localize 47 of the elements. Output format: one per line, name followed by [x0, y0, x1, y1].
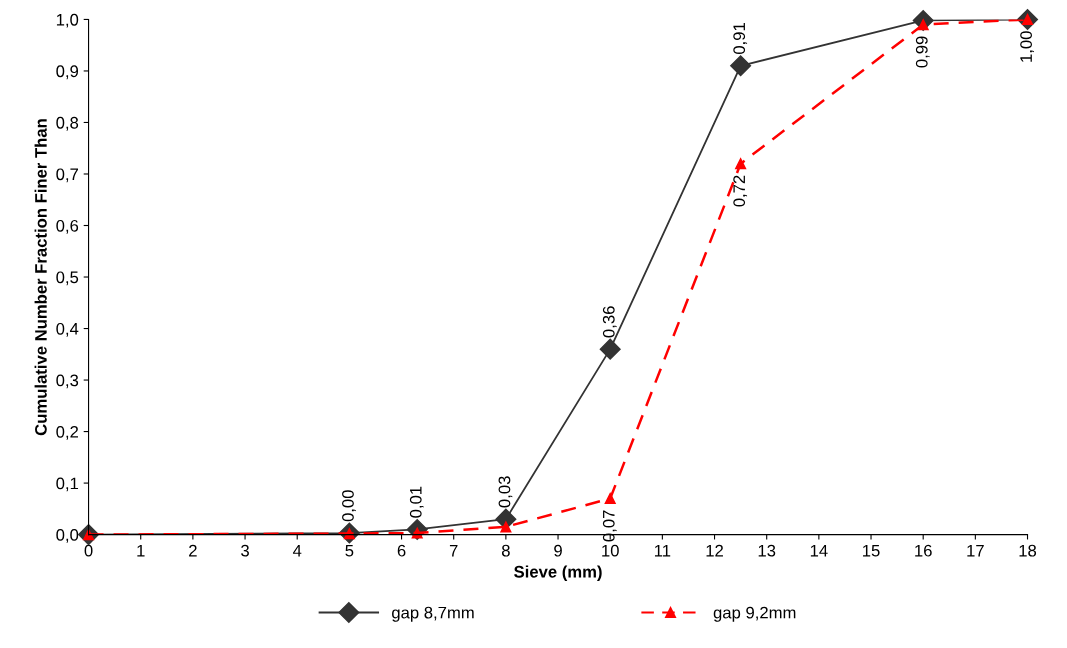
data-label: 0,99	[915, 36, 930, 68]
x-tick-label: 0	[84, 544, 93, 557]
x-tick-label: 4	[292, 544, 302, 557]
x-tick-label: 9	[554, 544, 562, 557]
data-label: 0,01	[409, 486, 424, 518]
x-tick-label: 11	[654, 544, 671, 557]
x-tick-label: 8	[501, 544, 510, 557]
point	[735, 158, 747, 170]
x-tick-label: 6	[397, 544, 406, 557]
x-tick-label: 15	[863, 544, 880, 557]
legend-label: gap 9,2mm	[713, 606, 796, 622]
y-tick-label: 0,0	[56, 529, 79, 543]
point	[604, 492, 616, 505]
y-tick-label: 0,2	[56, 425, 78, 440]
legend-label: gap 8,7mm	[392, 606, 474, 622]
x-tick-label: 12	[706, 544, 723, 557]
y-tick-label: 0,5	[56, 271, 79, 286]
x-tick-label: 5	[345, 544, 354, 557]
y-tick-label: 0,1	[56, 477, 79, 492]
y-axis-title: Cumulative Number Fraction Finer Than	[34, 119, 47, 436]
point	[730, 55, 752, 77]
y-tick-label: 0,3	[56, 374, 79, 389]
x-tick-label: 14	[810, 544, 828, 557]
x-axis-title: Sieve (mm)	[514, 565, 602, 581]
x-tick-label: 13	[758, 544, 776, 557]
x-tick-label: 16	[915, 544, 932, 557]
data-label: 0,36	[602, 306, 617, 338]
y-tick-label: 0,8	[56, 116, 79, 131]
x-tick-label: 1	[137, 544, 145, 557]
x-tick-label: 3	[241, 544, 249, 557]
data-label: 0,00	[342, 490, 356, 522]
x-tick-label: 7	[449, 544, 458, 557]
x-tick-label: 2	[189, 544, 197, 557]
y-tick-label: 1,0	[56, 13, 79, 28]
y-tick-label: 0,4	[56, 322, 79, 337]
point	[599, 338, 621, 360]
y-tick-label: 0,7	[56, 168, 78, 183]
data-label: 0,91	[733, 23, 748, 55]
data-label: 0,72	[733, 175, 748, 207]
y-tick-label: 0,6	[56, 219, 79, 234]
x-tick-label: 17	[967, 544, 984, 557]
data-label: 1,00	[1020, 31, 1034, 62]
x-tick-label: 18	[1019, 544, 1037, 557]
point	[500, 521, 512, 533]
x-tick-label: 10	[602, 544, 619, 557]
data-label: 0,03	[498, 476, 513, 508]
y-tick-label: 0,9	[56, 65, 79, 80]
